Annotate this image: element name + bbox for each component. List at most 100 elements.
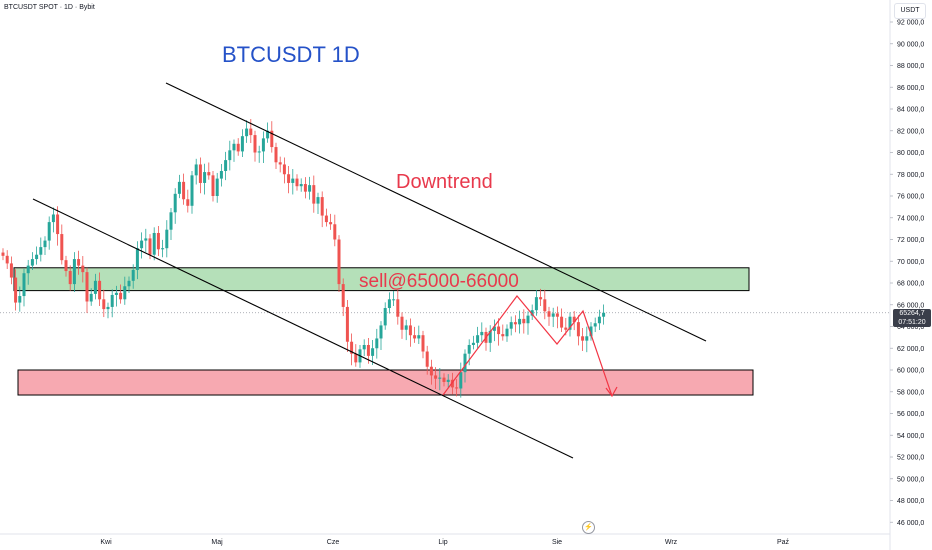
x-tick-label: Sie [552,539,562,546]
drawings-layer [32,82,707,459]
y-tick-label: 86 000,0 [897,85,924,92]
candle-body [60,234,64,261]
sell-annotation: sell@65000-66000 [359,271,519,292]
candle-body [589,326,593,337]
candle-body [177,181,181,194]
y-tick-label: 56 000,0 [897,411,924,418]
candle-body [446,379,450,382]
candle-body [173,193,177,213]
candle-body [513,322,517,325]
symbol-header[interactable]: BTCUSDT SPOT · 1D · Bybit [4,4,95,11]
y-tick-label: 60 000,0 [897,368,924,375]
candle-body [299,184,303,187]
upper-trendline [165,82,707,342]
y-tick-label: 72 000,0 [897,237,924,244]
candle-body [362,344,366,350]
candle-body [203,172,207,183]
candle-body [261,138,265,152]
last-price-tag: 65264,7 07:51:20 [893,309,931,327]
candle-body [518,318,522,325]
candle-body [26,265,30,274]
candle-body [72,259,76,285]
candle-body [329,222,333,225]
y-tick-label: 76 000,0 [897,194,924,201]
candle-body [182,181,186,200]
candle-body [455,387,459,389]
y-tick-label: 54 000,0 [897,433,924,440]
candle-body [585,336,589,341]
y-tick-label: 52 000,0 [897,455,924,462]
candle-body [463,353,467,373]
candle-body [425,351,429,367]
candle-body [161,248,165,250]
chart-title-annotation: BTCUSDT 1D [222,42,360,67]
candle-body [492,326,496,331]
candle-body [165,229,169,249]
projection-path [442,295,613,397]
candle-body [316,197,320,204]
candle-body [274,147,278,163]
candle-body [140,240,144,249]
candle-body [560,316,564,328]
candle-body [270,130,274,148]
candle-body [534,297,538,311]
candle-body [123,286,127,300]
y-axis[interactable]: 92 000,0 90 000,0 88 000,0 86 000,0 84 000,0… [890,20,924,527]
candle-body [421,335,425,352]
candle-body [127,280,131,287]
y-tick-label: 64 000,0 [897,324,924,331]
candle-body [547,311,551,317]
candle-body [333,224,337,240]
candle-body [551,313,555,317]
candle-body [81,265,85,273]
candle-body [539,297,543,300]
candle-body [438,377,442,379]
candle-body [253,135,257,153]
lightning-icon[interactable]: ⚡ [582,521,595,534]
candle-body [476,335,480,343]
y-tick-label: 58 000,0 [897,389,924,396]
candle-body [324,215,328,223]
candle-body [480,331,484,336]
candle-body [186,199,190,206]
candle-body [282,164,286,175]
candle-body [602,312,606,317]
y-tick-label: 70 000,0 [897,259,924,266]
candle-body [228,150,232,161]
y-tick-label: 90 000,0 [897,41,924,48]
candle-body [408,325,412,336]
candle-body [509,322,513,329]
candle-body [450,379,454,388]
x-tick-label: Wrz [665,539,678,546]
x-axis[interactable]: Kwi Maj Cze Lip Sie Wrz Paź [100,539,789,546]
candle-body [459,372,463,389]
candle-body [106,306,110,310]
candle-body [148,238,152,255]
candle-body [576,322,580,337]
candle-body [152,232,156,255]
candle-body [194,164,198,176]
candle-body [404,325,408,330]
y-tick-label: 84 000,0 [897,107,924,114]
candle-body [131,269,135,281]
candle-body [102,299,106,310]
candle-body [383,308,387,326]
candle-body [526,315,530,324]
candle-body [110,294,114,307]
candle-body [581,336,585,341]
candle-body [413,335,417,339]
candle-body [291,178,295,183]
candle-body [93,280,97,294]
candle-body [114,292,118,295]
candle-body [387,299,391,309]
candle-body [366,344,370,356]
candle-body [144,238,148,241]
candle-body [488,330,492,343]
currency-selector[interactable]: USDT [894,3,926,19]
candle-body [43,240,47,248]
candle-body [51,214,55,223]
candle-body [555,313,559,317]
y-tick-label: 82 000,0 [897,128,924,135]
y-tick-label: 92 000,0 [897,20,924,27]
